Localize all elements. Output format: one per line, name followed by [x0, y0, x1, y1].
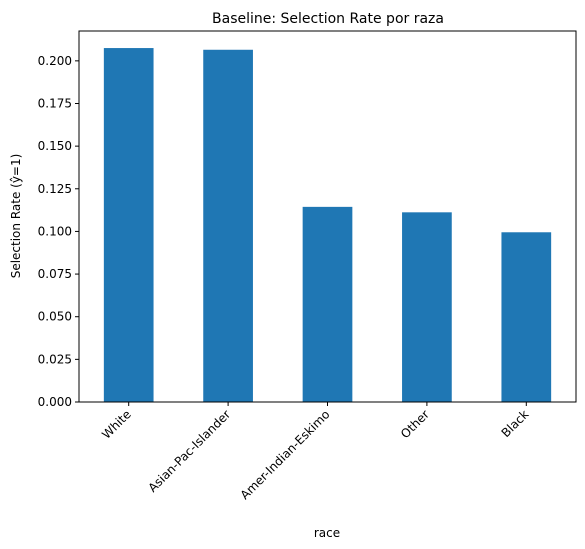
y-tick-label: 0.200 [38, 54, 72, 68]
x-tick-label: Other [398, 407, 432, 441]
y-tick-label: 0.000 [38, 395, 72, 409]
x-tick-label: Black [499, 407, 532, 440]
y-tick-label: 0.025 [38, 352, 72, 366]
y-tick-label: 0.100 [38, 224, 72, 238]
x-tick-label: Amer-Indian-Eskimo [238, 407, 333, 502]
y-tick-label: 0.125 [38, 182, 72, 196]
bar-white [104, 48, 154, 402]
x-axis-ticks: White Asian-Pac-Islander Amer-Indian-Eskim… [99, 402, 531, 502]
y-tick-label: 0.050 [38, 310, 72, 324]
y-tick-label: 0.075 [38, 267, 72, 281]
chart-title: Baseline: Selection Rate por raza [212, 11, 444, 27]
bar-other [402, 212, 452, 402]
y-tick-label: 0.175 [38, 96, 72, 110]
y-axis-label: Selection Rate (ŷ=1) [9, 154, 23, 279]
bar-black [501, 232, 551, 402]
y-axis-ticks: 0.000 0.025 0.050 0.075 0.100 0.125 0.150 0.175… [38, 54, 79, 409]
x-tick-label: White [99, 407, 134, 442]
x-tick-label: Asian-Pac-Islander [145, 407, 233, 495]
bars-group [104, 48, 551, 402]
x-axis-label: race [314, 526, 340, 540]
bar-asian-pac-islander [203, 50, 253, 402]
y-tick-label: 0.150 [38, 139, 72, 153]
bar-amer-indian-eskimo [303, 207, 353, 402]
